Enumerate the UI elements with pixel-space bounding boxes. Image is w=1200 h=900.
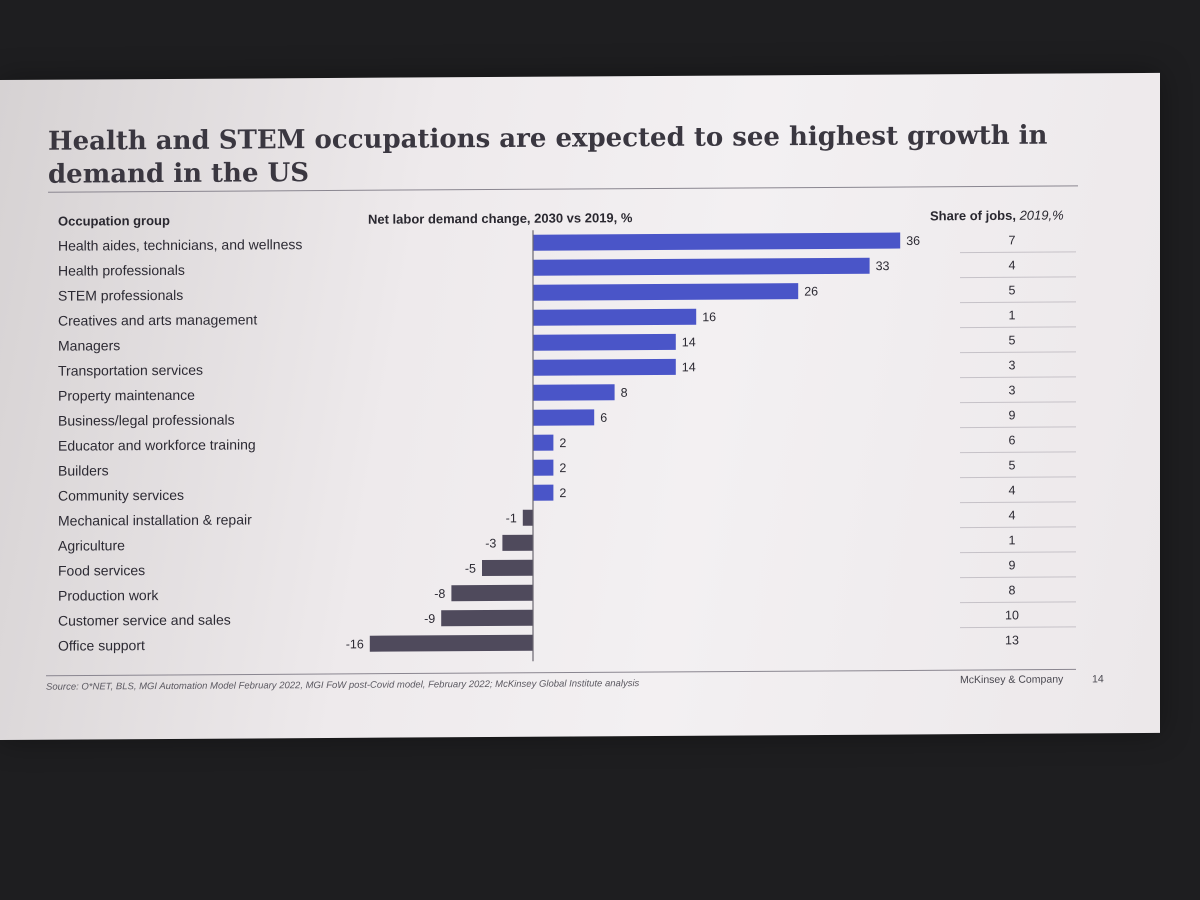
value-label: 2 [559,436,566,450]
bar [533,283,799,301]
value-label: 2 [559,486,566,500]
value-label: -8 [434,587,445,601]
category-label: Food services [58,562,145,579]
page-number: 14 [1092,673,1104,686]
share-row-divider [960,451,1076,454]
share-row-divider [960,376,1076,379]
value-label: 26 [804,285,818,299]
bar [533,232,901,251]
category-label: Transportation services [58,362,203,379]
share-value: 4 [1009,258,1016,272]
share-value: 4 [1009,508,1016,522]
value-label: 36 [906,234,920,248]
bar [533,358,676,376]
share-value: 5 [1009,458,1016,472]
share-value: 1 [1009,308,1016,322]
value-label: -3 [485,536,496,550]
share-value: 3 [1009,358,1016,372]
share-value: 5 [1009,333,1016,347]
category-label: Customer service and sales [58,612,231,629]
share-row-divider [960,501,1076,504]
share-row-divider [960,351,1076,354]
category-label: Property maintenance [58,387,195,404]
category-label: Mechanical installation & repair [58,511,252,528]
share-row-divider [960,626,1076,629]
value-label: 6 [600,411,607,425]
share-value: 8 [1009,583,1016,597]
value-label: 14 [682,360,696,374]
category-label: Production work [58,587,159,604]
share-row-divider [960,551,1076,554]
category-label: Agriculture [58,537,125,553]
category-label: Health aides, technicians, and wellness [58,236,302,253]
bar [482,559,533,577]
category-label: Educator and workforce training [58,436,256,453]
share-row-divider [960,251,1076,254]
bar [533,409,595,426]
bar [533,257,870,276]
share-row-divider [960,426,1076,429]
category-label: STEM professionals [58,287,183,304]
share-row-divider [960,301,1076,304]
category-label: Health professionals [58,262,185,279]
share-value: 9 [1009,408,1016,422]
share-row-divider [960,326,1076,329]
value-label: -9 [424,612,435,626]
bar [533,333,676,351]
share-value: 4 [1009,483,1016,497]
category-label: Builders [58,462,109,478]
share-row-divider [960,526,1076,529]
share-row-divider [960,576,1076,579]
bar [533,484,554,501]
bar [441,609,534,627]
share-row-divider [960,401,1076,404]
share-value: 3 [1009,383,1016,397]
value-label: 8 [621,386,628,400]
bar-chart: Health aides, technicians, and wellness 3… [46,230,1076,677]
share-value: 5 [1009,283,1016,297]
bar [522,509,533,526]
value-label: 2 [559,461,566,475]
brand-label: McKinsey & Company [960,673,1064,687]
share-row-divider [960,476,1076,479]
share-value: 6 [1009,433,1016,447]
value-label: 16 [702,310,716,324]
category-label: Office support [58,637,145,654]
bar [533,459,554,476]
bar [502,534,533,551]
bar [369,634,533,652]
category-label: Creatives and arts management [58,311,257,328]
share-value: 13 [1005,633,1019,647]
bar [533,434,554,451]
category-label: Business/legal professionals [58,412,235,429]
footer-divider [46,668,1076,677]
bar [533,384,615,401]
bar [451,584,533,602]
value-label: 33 [876,259,890,273]
bar [533,308,697,326]
category-label: Community services [58,487,184,504]
value-label: 14 [682,335,696,349]
slide: Health and STEM occupations are expected… [0,72,1160,740]
category-label: Managers [58,337,120,353]
value-label: -16 [346,637,364,651]
share-row-divider [960,276,1076,279]
value-label: -5 [465,562,476,576]
share-value: 10 [1005,608,1019,622]
value-label: -1 [506,511,517,525]
share-value: 7 [1009,233,1016,247]
share-value: 1 [1009,533,1016,547]
share-value: 9 [1009,558,1016,572]
share-row-divider [960,601,1076,604]
